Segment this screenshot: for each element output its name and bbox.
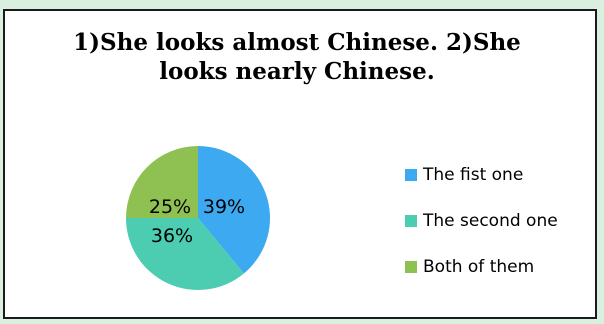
legend-item-both-of-them: Both of them bbox=[405, 256, 534, 278]
legend-swatch bbox=[405, 261, 417, 273]
legend-label: The fist one bbox=[423, 165, 524, 185]
legend-label: The second one bbox=[423, 211, 558, 231]
legend-item-second-one: The second one bbox=[405, 210, 558, 232]
data-label-fist-one: 39% bbox=[203, 196, 245, 218]
pie-slice-fist-one bbox=[198, 146, 270, 274]
chart-title: 1)She looks almost Chinese. 2)She looks … bbox=[73, 29, 521, 85]
pie-slice-both-of-them bbox=[126, 146, 198, 218]
data-label-both-of-them: 25% bbox=[149, 196, 191, 218]
pie-slice-second-one bbox=[126, 218, 244, 290]
legend-swatch bbox=[405, 215, 417, 227]
chart-frame bbox=[3, 9, 597, 319]
data-label-second-one: 36% bbox=[151, 225, 193, 247]
legend-swatch bbox=[405, 169, 417, 181]
legend-label: Both of them bbox=[423, 257, 535, 277]
legend-item-fist-one: The fist one bbox=[405, 164, 523, 186]
